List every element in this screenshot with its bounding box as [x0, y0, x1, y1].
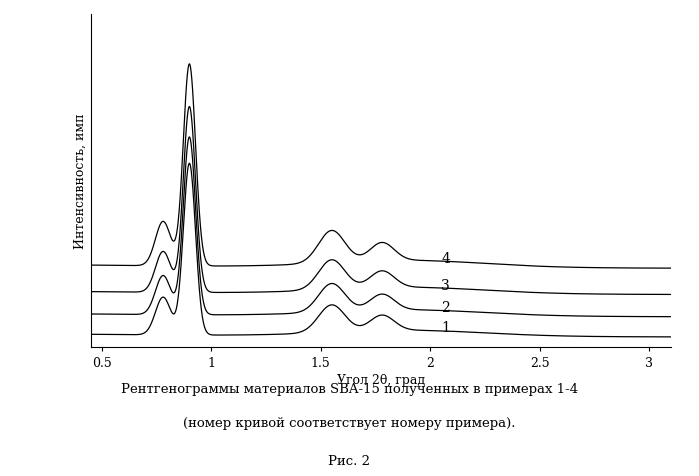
Text: 2: 2 [441, 301, 450, 315]
Y-axis label: Интенсивность, имп: Интенсивность, имп [73, 113, 87, 248]
Text: 1: 1 [441, 321, 450, 335]
Text: (номер кривой соответствует номеру примера).: (номер кривой соответствует номеру приме… [183, 416, 516, 429]
Text: Рис. 2: Рис. 2 [329, 455, 370, 467]
Text: Рентгенограммы материалов SBA-15 полученных в примерах 1-4: Рентгенограммы материалов SBA-15 получен… [121, 383, 578, 396]
Text: 4: 4 [441, 252, 450, 266]
Text: 3: 3 [441, 278, 450, 293]
X-axis label: Угол 2θ, град: Угол 2θ, град [337, 374, 425, 387]
